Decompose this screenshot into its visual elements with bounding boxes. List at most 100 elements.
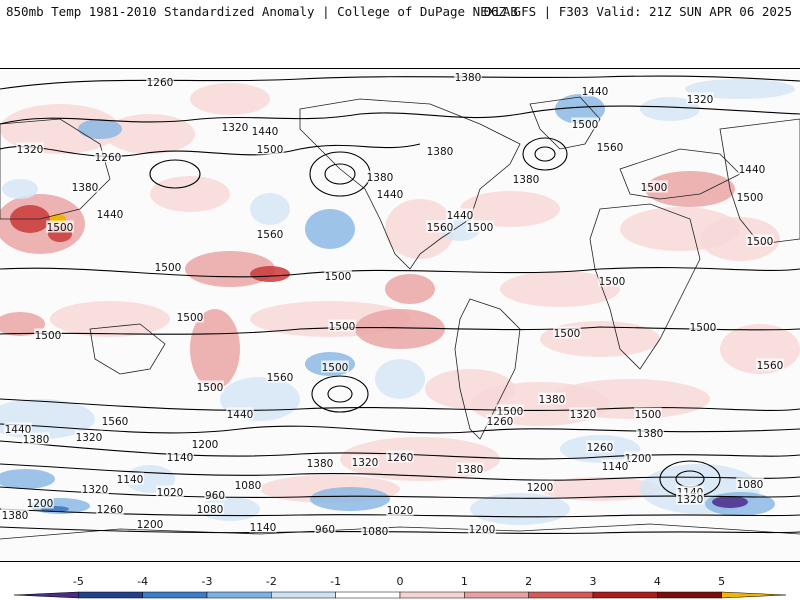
colorbar-segment <box>592 591 658 599</box>
colorbar-segment <box>528 591 594 599</box>
contour-label: 1440 <box>377 189 404 201</box>
contour-label: 1380 <box>427 146 454 158</box>
contour-label-bg <box>456 462 484 475</box>
contour-label: 1380 <box>457 464 484 476</box>
contour-label-bg <box>81 482 109 495</box>
anomaly-region <box>0 104 120 154</box>
contour-label: 1440 <box>447 210 474 222</box>
contour-label-bg <box>736 190 764 203</box>
height-contour <box>0 423 800 434</box>
height-contour <box>0 463 800 481</box>
contour-label-bg <box>166 450 194 463</box>
contour-label-bg <box>321 360 349 373</box>
colorbar-ticks: -5 -4 -3 -2 -1 0 1 2 3 4 5 <box>73 575 725 588</box>
contour-label: 1080 <box>737 479 764 491</box>
coastline <box>0 523 800 540</box>
colorbar-segment <box>335 591 401 599</box>
contour-label: 1380 <box>2 510 29 522</box>
anomaly-region <box>50 301 170 337</box>
contour-label: 1380 <box>637 428 664 440</box>
contour-label-bg <box>624 451 652 464</box>
anomaly-region <box>355 309 445 349</box>
contour-label: 1500 <box>47 222 74 234</box>
contour-label: 1500 <box>737 192 764 204</box>
contour-label-bg <box>601 459 629 472</box>
contour-label: 1260 <box>487 416 514 428</box>
contour-label: 1440 <box>227 409 254 421</box>
contour-label-bg <box>553 326 581 339</box>
contour-label: 1500 <box>257 144 284 156</box>
colorbar-tick-label: -1 <box>330 575 341 588</box>
anomaly-region <box>0 312 45 336</box>
anomaly-region <box>500 271 620 307</box>
contour-label: 1080 <box>362 526 389 538</box>
contour-label: 1140 <box>117 474 144 486</box>
contour-label-bg <box>96 502 124 515</box>
colorbar-segment <box>721 591 787 599</box>
colorbar-segment <box>399 591 465 599</box>
contour-label: 1380 <box>455 72 482 84</box>
contour-label: 1500 <box>155 262 182 274</box>
contour-label-bg <box>1 508 29 521</box>
contour-label: 1500 <box>572 119 599 131</box>
contour-label: 1500 <box>635 409 662 421</box>
height-contour <box>0 508 800 518</box>
contour-label-bg <box>191 437 219 450</box>
contour-label-bg <box>251 124 279 137</box>
contour-label-bg <box>446 208 474 221</box>
contour-label-bg <box>366 170 394 183</box>
colorbar-segment <box>13 591 79 599</box>
colorbar-tick-label: 5 <box>718 575 725 588</box>
height-contour <box>0 75 800 90</box>
closed-contour <box>149 159 201 189</box>
contour-label-bg <box>266 370 294 383</box>
geopotential-height-contours <box>0 75 800 535</box>
colorbar-tick-label: -3 <box>202 575 213 588</box>
contour-label-bg <box>221 120 249 133</box>
contour-label: 1500 <box>322 362 349 374</box>
contour-label: 1140 <box>602 461 629 473</box>
closed-contour <box>311 375 369 413</box>
colorbar-tick-label: -5 <box>73 575 84 588</box>
coastline <box>529 96 601 150</box>
contour-label-bg <box>676 492 704 505</box>
anomaly-region <box>150 176 230 212</box>
colorbar-tick-label: 2 <box>525 575 532 588</box>
anomaly-region <box>540 477 660 501</box>
contour-label: 1500 <box>35 330 62 342</box>
contour-label-bg <box>640 180 668 193</box>
contour-label-bg <box>16 142 44 155</box>
contour-label-bg <box>689 320 717 333</box>
contour-label-bg <box>361 524 389 537</box>
contour-label-bg <box>636 426 664 439</box>
contour-label: 1440 <box>97 209 124 221</box>
contour-label-bg <box>376 187 404 200</box>
contour-label: 1380 <box>23 434 50 446</box>
coastline <box>299 98 521 270</box>
contour-label-bg <box>351 455 379 468</box>
contour-label-bg <box>154 260 182 273</box>
height-contour <box>0 398 800 411</box>
anomaly-region <box>712 496 748 508</box>
contour-label-bg <box>196 502 224 515</box>
contour-label-bg <box>634 407 662 420</box>
contour-label-bg <box>746 234 774 247</box>
contour-label-bg <box>386 503 414 516</box>
contour-label: 1560 <box>757 360 784 372</box>
anomaly-region <box>105 114 195 154</box>
contour-label: 1320 <box>76 432 103 444</box>
contour-label: 1320 <box>222 122 249 134</box>
contour-label: 1320 <box>17 144 44 156</box>
coastline <box>719 118 800 245</box>
height-contour <box>0 143 421 157</box>
contour-label-bg <box>94 150 122 163</box>
contour-label: 960 <box>315 524 335 536</box>
contour-label-bg <box>596 140 624 153</box>
contour-label: 1560 <box>597 142 624 154</box>
anomaly-region <box>640 97 700 121</box>
contour-label: 1560 <box>427 222 454 234</box>
contour-label-bg <box>249 520 277 533</box>
contour-label: 1500 <box>690 322 717 334</box>
contour-label: 1200 <box>469 524 496 536</box>
